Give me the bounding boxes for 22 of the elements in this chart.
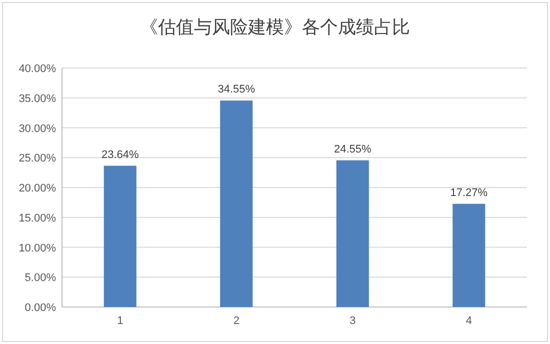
y-tick-label: 25.00%	[18, 152, 56, 165]
x-tick-label: 4	[466, 315, 472, 327]
x-tick-label: 2	[233, 315, 240, 327]
bar	[336, 160, 369, 307]
x-tick-label: 1	[117, 315, 124, 327]
x-tick-label: 3	[350, 315, 356, 327]
y-tick-label: 15.00%	[18, 212, 56, 224]
data-label: 17.27%	[450, 186, 488, 199]
data-label: 23.64%	[101, 148, 139, 161]
y-tick-label: 30.00%	[18, 122, 56, 135]
data-label: 24.55%	[334, 143, 372, 156]
chart-title: 《估值与风险建模》各个成绩占比	[140, 17, 410, 37]
y-tick-label: 20.00%	[18, 182, 56, 194]
y-tick-label: 35.00%	[18, 92, 56, 105]
bar	[220, 100, 253, 307]
y-tick-label: 5.00%	[24, 272, 56, 284]
data-label: 34.55%	[218, 84, 256, 96]
bar	[452, 204, 486, 307]
bar	[104, 166, 136, 307]
y-tick-label: 0.00%	[24, 302, 56, 314]
y-tick-label: 10.00%	[18, 242, 56, 254]
y-tick-label: 40.00%	[18, 63, 56, 75]
